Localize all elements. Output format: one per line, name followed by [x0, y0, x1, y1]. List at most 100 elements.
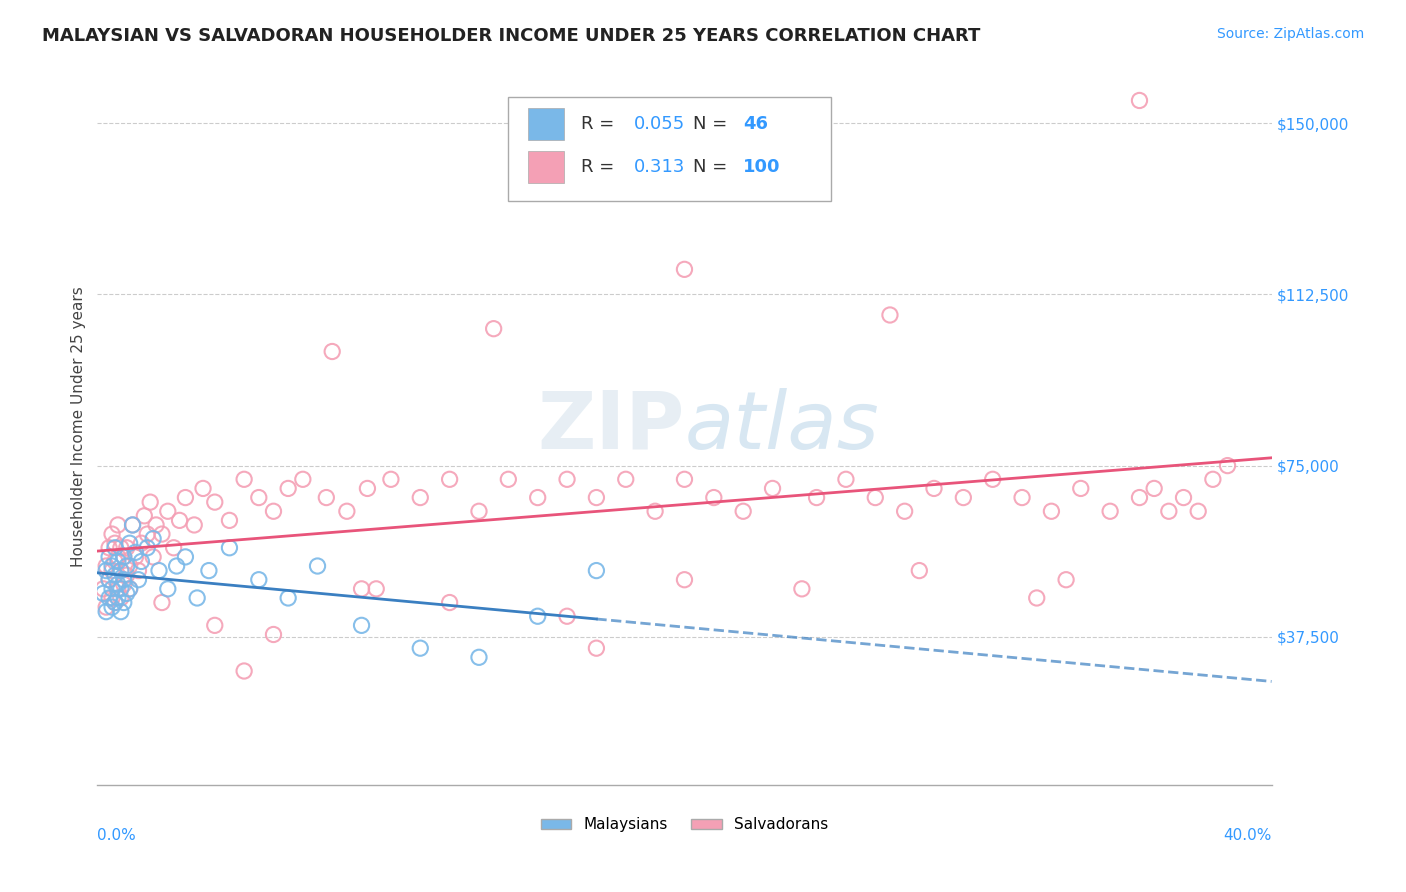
- Point: [356, 482, 378, 496]
- Point: [104, 595, 127, 609]
- Point: [104, 554, 127, 568]
- Point: [124, 545, 146, 559]
- Point: [733, 504, 755, 518]
- Point: [380, 472, 402, 486]
- Point: [247, 491, 270, 505]
- Point: [104, 541, 127, 555]
- Text: 46: 46: [744, 115, 768, 133]
- Point: [277, 482, 299, 496]
- Point: [134, 508, 156, 523]
- Point: [101, 600, 124, 615]
- Point: [865, 491, 887, 505]
- Point: [673, 472, 696, 486]
- Text: N =: N =: [693, 115, 733, 133]
- Point: [169, 513, 191, 527]
- Point: [439, 595, 461, 609]
- Text: R =: R =: [581, 115, 620, 133]
- Point: [101, 559, 124, 574]
- Point: [908, 564, 931, 578]
- Point: [101, 582, 124, 596]
- Point: [1025, 591, 1047, 605]
- Point: [893, 504, 915, 518]
- Point: [112, 573, 135, 587]
- Point: [315, 491, 337, 505]
- Point: [118, 559, 141, 574]
- Point: [121, 518, 143, 533]
- Point: [336, 504, 359, 518]
- Point: [110, 564, 132, 578]
- Point: [156, 504, 179, 518]
- FancyBboxPatch shape: [529, 108, 564, 140]
- Point: [1157, 504, 1180, 518]
- Point: [218, 513, 240, 527]
- Point: [263, 627, 285, 641]
- Point: [263, 504, 285, 518]
- Point: [150, 527, 173, 541]
- Point: [981, 472, 1004, 486]
- Text: 0.313: 0.313: [634, 158, 685, 176]
- Point: [555, 609, 578, 624]
- Point: [1099, 504, 1122, 518]
- Point: [110, 591, 132, 605]
- Point: [107, 591, 129, 605]
- Text: N =: N =: [693, 158, 733, 176]
- Point: [101, 564, 124, 578]
- Point: [1040, 504, 1063, 518]
- Point: [468, 504, 491, 518]
- Point: [124, 549, 146, 564]
- Point: [96, 559, 118, 574]
- Point: [198, 564, 221, 578]
- Text: atlas: atlas: [685, 388, 879, 466]
- Point: [136, 527, 159, 541]
- Point: [1011, 491, 1033, 505]
- Text: 0.055: 0.055: [634, 115, 685, 133]
- Point: [1202, 472, 1225, 486]
- Point: [1187, 504, 1209, 518]
- Point: [204, 495, 226, 509]
- Point: [139, 495, 162, 509]
- Point: [498, 472, 520, 486]
- Point: [115, 559, 138, 574]
- Point: [585, 641, 607, 656]
- Point: [879, 308, 901, 322]
- Point: [104, 595, 127, 609]
- Point: [131, 536, 153, 550]
- Point: [409, 641, 432, 656]
- Text: Source: ZipAtlas.com: Source: ZipAtlas.com: [1216, 27, 1364, 41]
- Point: [112, 549, 135, 564]
- Point: [277, 591, 299, 605]
- Point: [112, 549, 135, 564]
- Point: [585, 491, 607, 505]
- Point: [101, 591, 124, 605]
- Point: [96, 564, 118, 578]
- Point: [98, 573, 121, 587]
- Point: [127, 564, 149, 578]
- Point: [104, 568, 127, 582]
- Point: [644, 504, 666, 518]
- Point: [110, 541, 132, 555]
- Point: [233, 472, 256, 486]
- Point: [118, 582, 141, 596]
- Point: [98, 541, 121, 555]
- Point: [1070, 482, 1092, 496]
- Point: [204, 618, 226, 632]
- Point: [166, 559, 188, 574]
- Point: [1054, 573, 1077, 587]
- Point: [156, 582, 179, 596]
- Point: [131, 554, 153, 568]
- Point: [127, 573, 149, 587]
- Point: [307, 559, 329, 574]
- Text: R =: R =: [581, 158, 620, 176]
- Point: [112, 577, 135, 591]
- Point: [112, 595, 135, 609]
- Point: [291, 472, 314, 486]
- Point: [585, 564, 607, 578]
- Point: [115, 586, 138, 600]
- Point: [1143, 482, 1166, 496]
- Point: [468, 650, 491, 665]
- Point: [614, 472, 637, 486]
- Legend: Malaysians, Salvadorans: Malaysians, Salvadorans: [534, 811, 834, 838]
- Point: [790, 582, 813, 596]
- Point: [952, 491, 974, 505]
- Text: 40.0%: 40.0%: [1223, 828, 1271, 843]
